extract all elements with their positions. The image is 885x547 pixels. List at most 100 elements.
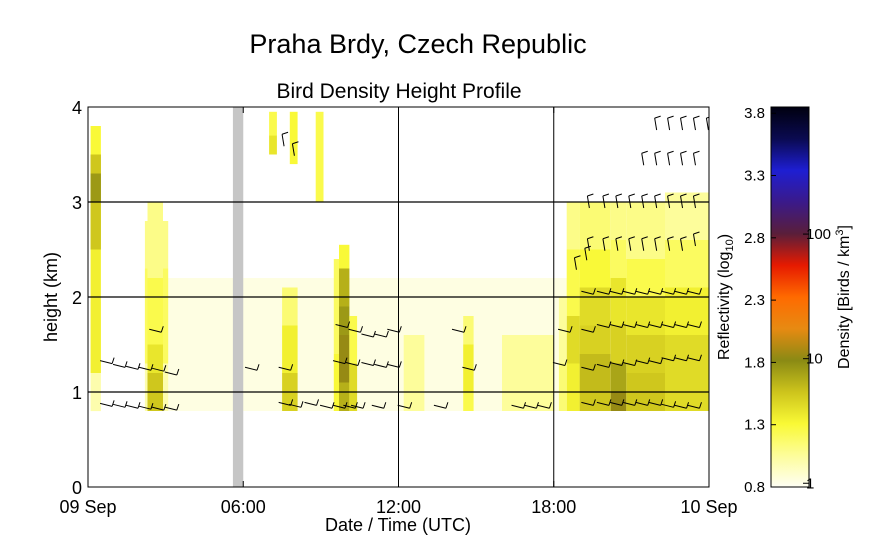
wind-barb-flag bbox=[615, 236, 623, 240]
colorbar-density-label: Density [Birds / km3] bbox=[834, 225, 853, 369]
colorbar-reflectivity-tick-label: 1.8 bbox=[744, 354, 765, 371]
wind-barb-staff bbox=[387, 363, 400, 368]
wind-barb bbox=[371, 402, 387, 409]
wind-barb-staff bbox=[674, 324, 687, 328]
wind-barb-staff bbox=[661, 324, 674, 328]
y-tick-label: 4 bbox=[72, 98, 82, 118]
wind-barb-flag bbox=[574, 255, 581, 259]
heatmap-cell bbox=[566, 363, 580, 411]
wind-barb bbox=[281, 131, 289, 147]
wind-barb-flag bbox=[383, 402, 387, 409]
wind-barb bbox=[654, 115, 661, 131]
wind-barb-staff bbox=[674, 404, 687, 409]
wind-barb bbox=[705, 116, 709, 131]
wind-barb-flag bbox=[592, 288, 596, 295]
wind-barb-flag bbox=[357, 359, 361, 366]
wind-barb-staff bbox=[361, 362, 374, 366]
chart-title: Praha Brdy, Czech Republic bbox=[249, 29, 586, 59]
wind-barb-staff bbox=[687, 290, 700, 295]
wind-barb-staff bbox=[537, 404, 550, 409]
wind-barb-flag bbox=[699, 402, 702, 409]
wind-barb-flag bbox=[641, 150, 648, 154]
wind-barb-flag bbox=[667, 150, 674, 154]
colorbar-reflectivity-tick-label: 3.3 bbox=[744, 168, 765, 185]
wind-barb-staff bbox=[99, 360, 113, 365]
heatmap-cell bbox=[502, 335, 554, 411]
wind-barb-staff bbox=[361, 333, 374, 338]
wind-barb bbox=[692, 115, 700, 131]
wind-barb-staff bbox=[581, 366, 594, 371]
wind-barb-staff bbox=[335, 324, 348, 328]
wind-barb-staff bbox=[374, 333, 387, 338]
wind-barb bbox=[112, 361, 128, 368]
wind-barb bbox=[586, 236, 594, 251]
heatmap-cell bbox=[579, 354, 611, 392]
wind-barb-staff bbox=[581, 290, 594, 295]
y-tick-label: 3 bbox=[72, 193, 82, 213]
wind-barb-flag bbox=[160, 326, 164, 333]
wind-barb-staff bbox=[692, 153, 696, 166]
density-label-sup: 3 bbox=[834, 229, 846, 235]
reflectivity-label-end: ) bbox=[716, 234, 733, 239]
wind-barb-flag bbox=[463, 326, 467, 333]
wind-barb-staff bbox=[112, 403, 126, 408]
wind-barb bbox=[667, 115, 674, 131]
wind-barb-flag bbox=[137, 402, 141, 409]
wind-barb-staff bbox=[151, 406, 164, 411]
wind-barb-staff bbox=[332, 360, 346, 365]
wind-barb-staff bbox=[304, 401, 317, 406]
wind-barb bbox=[244, 364, 260, 371]
wind-barb-flag bbox=[699, 354, 702, 361]
plot-area bbox=[88, 107, 709, 487]
heatmap-cell bbox=[626, 202, 665, 259]
wind-barb-staff bbox=[648, 360, 661, 365]
heatmap-cell bbox=[566, 316, 580, 364]
wind-barb-flag bbox=[693, 193, 700, 197]
wind-barb bbox=[641, 193, 648, 209]
wind-barb bbox=[387, 326, 402, 333]
wind-barb-flag bbox=[667, 236, 674, 240]
wind-barb bbox=[687, 354, 702, 362]
wind-barb bbox=[581, 399, 596, 406]
colorbar-density-tick-label: 1 bbox=[806, 475, 814, 492]
wind-barb bbox=[615, 236, 623, 251]
heatmap-cell bbox=[610, 240, 627, 278]
wind-barb bbox=[304, 399, 319, 406]
wind-barb-staff bbox=[462, 366, 475, 371]
wind-barb-staff bbox=[125, 404, 139, 409]
colorbar-gradient bbox=[770, 106, 810, 488]
wind-barb-staff bbox=[635, 401, 648, 406]
wind-barb-staff bbox=[584, 248, 588, 261]
wind-barb bbox=[687, 321, 702, 328]
wind-barb-flag bbox=[660, 357, 664, 364]
wind-barb bbox=[278, 364, 294, 371]
wind-barb bbox=[628, 193, 635, 209]
wind-barb-staff bbox=[674, 357, 687, 362]
heatmap-cell bbox=[147, 278, 163, 345]
wind-barb-staff bbox=[615, 195, 619, 209]
wind-barb-staff bbox=[687, 357, 700, 362]
wind-barb bbox=[667, 150, 674, 166]
heatmap-cell bbox=[90, 126, 101, 155]
colorbar-density-ticks: 100 10 1 bbox=[803, 226, 831, 492]
wind-barb-flag bbox=[587, 193, 594, 197]
wind-barb-staff bbox=[374, 363, 387, 368]
wind-barb bbox=[288, 401, 304, 408]
wind-barb bbox=[680, 115, 687, 131]
wind-barb bbox=[361, 359, 376, 366]
wind-barb-staff bbox=[667, 238, 671, 251]
wind-barb-staff bbox=[138, 366, 152, 371]
wind-barb-staff bbox=[609, 324, 622, 328]
wind-barb-staff bbox=[648, 401, 661, 406]
wind-barb-staff bbox=[674, 290, 687, 295]
wind-barb bbox=[451, 326, 467, 333]
wind-barb-staff bbox=[692, 118, 696, 131]
y-tick-label: 1 bbox=[72, 383, 82, 403]
heatmap-cell bbox=[269, 111, 277, 136]
wind-barb-staff bbox=[635, 290, 648, 295]
wind-barb-staff bbox=[648, 290, 661, 295]
wind-barb-staff bbox=[635, 360, 648, 365]
colorbar-reflectivity-ticks: 3.8 3.3 2.8 2.3 1.8 1.3 0.8 bbox=[744, 105, 776, 496]
wind-barb bbox=[581, 288, 596, 295]
heatmap-cell bbox=[339, 306, 350, 335]
